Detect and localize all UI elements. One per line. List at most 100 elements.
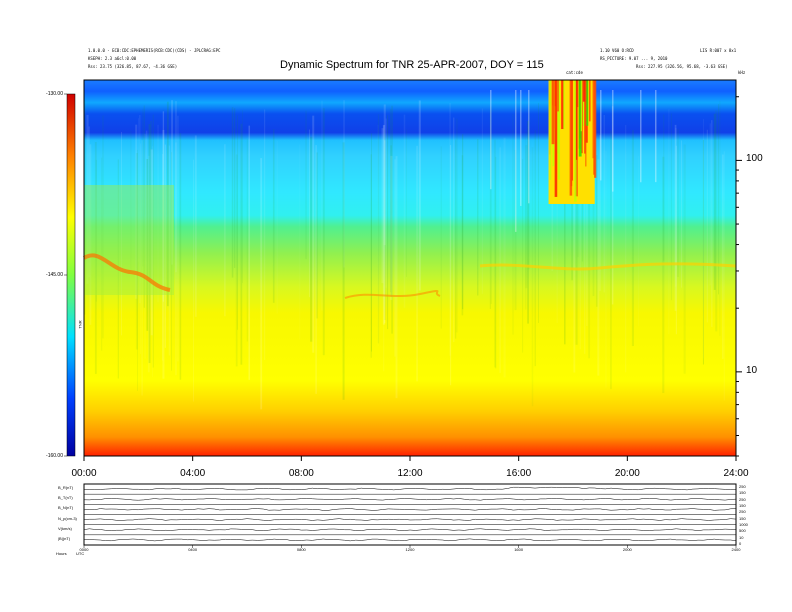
spectrogram-streak: [722, 154, 724, 359]
header-right-corner: LIS R:007 x 8x1: [700, 48, 737, 53]
x-tick-label: 20:00: [614, 468, 640, 479]
panel-trace: [83, 528, 737, 531]
spectrogram-streak: [381, 128, 384, 284]
emission-band-left: [82, 253, 171, 292]
x-tick-label: 12:00: [397, 468, 423, 479]
spectrogram-streak: [175, 142, 177, 376]
panel-right-tick-label: 1000: [739, 522, 748, 527]
burst-streak: [582, 80, 586, 102]
header-right-line-3: Rss: 227.95 (326.56, 95.68, -3.63 GSE): [636, 64, 728, 69]
burst-streak: [574, 80, 577, 202]
spectrogram-streak: [715, 110, 718, 332]
spectrogram-streak: [662, 156, 665, 394]
colorbar-tick-label: -145.00: [46, 272, 63, 278]
panel-label: B_T(nT): [58, 495, 73, 501]
panel-label: N_p(cm-3): [58, 515, 77, 521]
spectrogram-streak: [276, 140, 278, 314]
panel-trace: [83, 538, 737, 542]
spectrogram-streak: [382, 124, 386, 325]
spectrogram-streak: [677, 128, 679, 277]
header-right-line-1: 1.10 V60 O:RCD: [600, 48, 634, 53]
spectrogram-area: [82, 80, 737, 456]
panel-right-tick-label: 150: [739, 503, 746, 508]
spectrogram-streak: [141, 140, 143, 396]
spectrogram-streak: [171, 152, 172, 371]
spectrogram-streak: [450, 145, 452, 386]
spectrogram-streak-top: [612, 90, 614, 192]
panel-trace: [83, 508, 737, 511]
spectrogram-streak: [538, 102, 539, 323]
y-tick-label: 10: [746, 364, 758, 376]
spectrogram-streak: [162, 154, 164, 361]
spectrogram-streak: [130, 130, 132, 272]
spectrogram-streak: [322, 108, 325, 356]
panel-x-tick-label: 0000: [79, 547, 89, 552]
spectrogram-streak: [489, 110, 491, 309]
y-tick-label: 100: [746, 153, 763, 165]
spectrogram-streak: [631, 130, 635, 346]
spectrogram-streak: [146, 159, 149, 331]
spectrogram-streak: [135, 124, 138, 299]
spectrogram-streak: [596, 155, 598, 307]
burst-streak: [557, 80, 561, 180]
spectrogram-streak: [531, 147, 534, 407]
spectrogram-streak: [418, 100, 421, 291]
spectrogram-streak: [235, 154, 238, 367]
spectrogram-streak: [150, 121, 153, 285]
spectrogram-streak: [86, 114, 89, 284]
spectrogram-streak: [240, 123, 243, 365]
spectrogram-streak: [246, 139, 248, 342]
burst-streak: [553, 80, 556, 129]
spectrogram-streak-top: [528, 90, 530, 204]
x-tick-label: 00:00: [71, 468, 97, 479]
spectrogram-streak: [148, 124, 151, 364]
colorbar: [64, 93, 76, 457]
burst-streak: [561, 80, 564, 130]
spectrogram-streak: [406, 129, 407, 277]
spectrogram-streak: [264, 109, 266, 360]
panel-label: V(km/s): [58, 525, 72, 531]
spectrogram-streak: [194, 135, 197, 317]
header-left-line-1: 1.0.0.0 - ECB:CDC:EPHEMERIS(RCB:CDC)(CDS…: [88, 48, 221, 53]
panel-right-tick-label: 500: [739, 528, 746, 534]
spectrogram-background: [84, 80, 736, 456]
spectrogram-streak: [674, 124, 677, 311]
spectrogram-streak-top: [655, 90, 657, 183]
spectrogram-streak: [416, 145, 418, 382]
burst-streak: [557, 80, 559, 112]
colorbar-label: TNR: [77, 320, 83, 329]
emission-band-mid: [344, 289, 441, 299]
spectrogram-streak: [192, 159, 194, 402]
spectrogram-streak: [528, 114, 531, 270]
header-left-line-3: Rss: 23.75 (326.85, 87.67, -4.36 GSE): [88, 64, 178, 69]
chart-title: Dynamic Spectrum for TNR 25-APR-2007, DO…: [280, 59, 544, 71]
spectrogram-streak: [389, 108, 392, 293]
burst-streak: [585, 80, 587, 167]
spectrogram-streak-top: [490, 90, 492, 190]
spectrogram-streak: [462, 134, 464, 310]
panel-x-tick-label: 2400: [731, 547, 741, 552]
spectrogram-streak: [142, 108, 144, 267]
spectrogram-streak: [143, 105, 145, 308]
emission-band-right: [479, 262, 737, 271]
spectrogram-streak: [514, 149, 517, 311]
spectrogram-streak: [534, 130, 536, 367]
burst-streak: [578, 80, 582, 157]
spectrogram-streak-top: [600, 90, 602, 181]
spectrogram-streak: [95, 159, 97, 302]
y-unit-label: kHz: [738, 70, 746, 75]
spectrogram-streak: [234, 108, 236, 268]
burst-streak: [554, 80, 558, 197]
spectrogram-streak: [272, 129, 275, 303]
panel-x-tick-label: 1600: [514, 547, 524, 552]
spectrogram-streak: [391, 105, 393, 334]
burst-streak: [589, 80, 591, 122]
burst-label: cat:cde: [566, 70, 583, 75]
header-left-line-2: KSEPH: 2.3 a6cl:0.00: [88, 56, 137, 61]
spectrogram-streak: [137, 149, 138, 392]
spectrogram-streak: [573, 126, 576, 373]
spectrogram-streak: [611, 106, 614, 305]
panel-trace: [83, 498, 737, 501]
burst-streak: [584, 80, 587, 154]
